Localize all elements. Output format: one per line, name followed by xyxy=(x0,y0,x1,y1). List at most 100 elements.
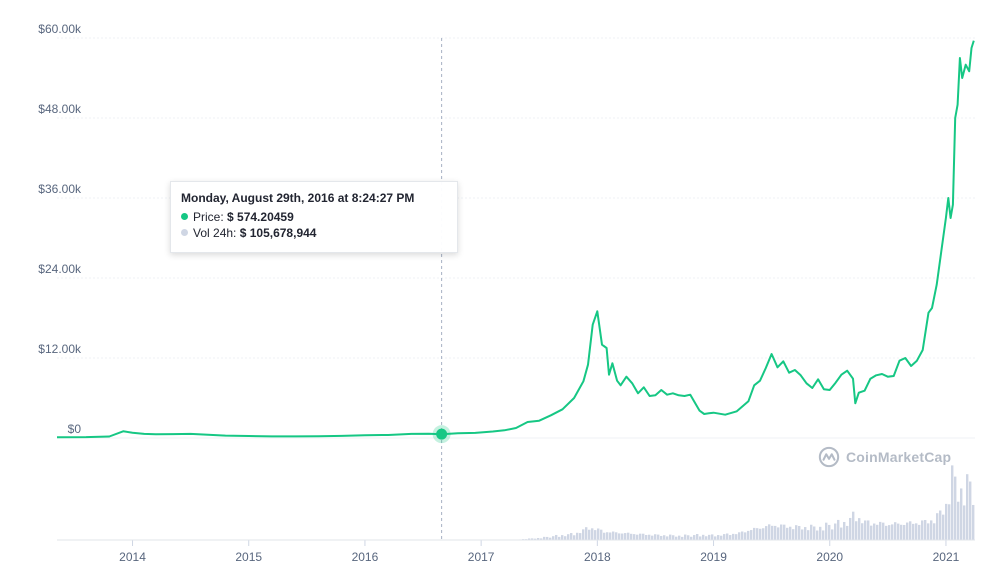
volume-bar xyxy=(909,521,912,540)
volume-bar xyxy=(606,532,609,540)
volume-bar xyxy=(723,534,726,540)
volume-bar xyxy=(876,524,879,540)
volume-bar xyxy=(543,536,546,540)
volume-bar xyxy=(708,534,711,540)
volume-bar xyxy=(648,534,651,540)
volume-bar xyxy=(924,520,927,540)
volume-bar xyxy=(552,536,555,540)
volume-bar xyxy=(687,535,690,540)
volume-bar xyxy=(768,524,771,540)
volume-bar xyxy=(831,529,834,540)
volume-bar xyxy=(576,532,579,540)
volume-bar xyxy=(621,533,624,540)
volume-bar xyxy=(663,535,666,540)
volume-bar xyxy=(900,524,903,540)
volume-bar xyxy=(573,535,576,540)
volume-bar xyxy=(864,520,867,540)
volume-bar xyxy=(753,527,756,540)
volume-bar xyxy=(849,517,852,540)
y-tick-label: $0 xyxy=(68,422,82,436)
volume-bar xyxy=(585,527,588,540)
volume-bar xyxy=(774,525,777,540)
tooltip-volume-row: Vol 24h: $ 105,678,944 xyxy=(181,225,447,241)
volume-bar xyxy=(702,534,705,540)
volume-bar xyxy=(972,504,975,540)
volume-bar xyxy=(819,526,822,540)
volume-bar xyxy=(915,523,918,540)
y-tick-label: $48.00k xyxy=(38,102,82,116)
volume-bar xyxy=(930,520,933,540)
volume-bar xyxy=(570,533,573,540)
tooltip-volume-label: Vol 24h: xyxy=(193,226,237,240)
volume-bar xyxy=(561,535,564,540)
volume-bar xyxy=(609,532,612,540)
volume-bar xyxy=(747,530,750,540)
volume-bar xyxy=(738,532,741,540)
volume-bar xyxy=(903,524,906,540)
volume-bar xyxy=(840,527,843,540)
volume-bar xyxy=(624,533,627,540)
volume-bar xyxy=(825,522,828,540)
volume-bar xyxy=(669,534,672,540)
volume-bar xyxy=(858,518,861,540)
volume-bar xyxy=(564,536,567,540)
volume-bar xyxy=(966,474,969,540)
volume-bar xyxy=(927,523,930,540)
volume-bar xyxy=(867,520,870,540)
volume-bar xyxy=(951,465,954,540)
x-tick-label: 2021 xyxy=(933,550,960,564)
y-tick-label: $24.00k xyxy=(38,262,82,276)
volume-bar xyxy=(888,525,891,540)
volume-bar xyxy=(765,526,768,540)
volume-bar xyxy=(945,503,948,540)
volume-bar xyxy=(714,536,717,540)
volume-bar xyxy=(906,522,909,540)
volume-bar xyxy=(705,536,708,540)
tooltip-date: Monday, August 29th, 2016 at 8:24:27 PM xyxy=(181,191,415,205)
x-tick-label: 2019 xyxy=(700,550,727,564)
volume-bar xyxy=(897,523,900,540)
volume-bar xyxy=(636,534,639,540)
volume-bar xyxy=(717,535,720,540)
volume-bar xyxy=(804,527,807,540)
volume-legend-dot xyxy=(181,229,188,237)
volume-bar xyxy=(933,523,936,540)
volume-bar xyxy=(777,527,780,540)
price-legend-dot xyxy=(181,213,188,221)
coinmarketcap-watermark: CoinMarketCap xyxy=(818,444,951,470)
volume-bar xyxy=(807,530,810,540)
volume-bar xyxy=(546,536,549,540)
y-tick-label: $12.00k xyxy=(38,342,82,356)
volume-bar xyxy=(939,510,942,540)
volume-bar xyxy=(780,524,783,540)
volume-bar xyxy=(837,519,840,540)
volume-bar xyxy=(762,528,765,540)
y-tick-label: $60.00k xyxy=(38,22,82,36)
volume-bar xyxy=(660,535,663,540)
volume-bar xyxy=(678,535,681,540)
volume-bar xyxy=(729,535,732,540)
x-tick-label: 2018 xyxy=(584,550,611,564)
hover-point[interactable] xyxy=(436,428,448,440)
x-tick-label: 2020 xyxy=(816,550,843,564)
volume-bar xyxy=(555,534,558,540)
tooltip-price-row: Price: $ 574.20459 xyxy=(181,209,447,225)
volume-bar xyxy=(918,524,921,540)
volume-bar xyxy=(720,535,723,540)
tooltip-volume-value: $ 105,678,944 xyxy=(239,226,317,240)
volume-bar xyxy=(597,528,600,540)
volume-bar xyxy=(534,538,537,540)
volume-bar xyxy=(957,501,960,540)
volume-bar xyxy=(666,536,669,540)
volume-bar xyxy=(834,523,837,540)
volume-bar xyxy=(657,534,660,540)
volume-bar xyxy=(813,526,816,540)
volume-bar xyxy=(528,538,531,540)
volume-bar xyxy=(672,535,675,540)
volume-bar xyxy=(615,532,618,540)
watermark-text: CoinMarketCap xyxy=(846,449,952,465)
volume-bar xyxy=(810,524,813,540)
volume-bar xyxy=(531,538,534,540)
x-tick-label: 2017 xyxy=(468,550,495,564)
